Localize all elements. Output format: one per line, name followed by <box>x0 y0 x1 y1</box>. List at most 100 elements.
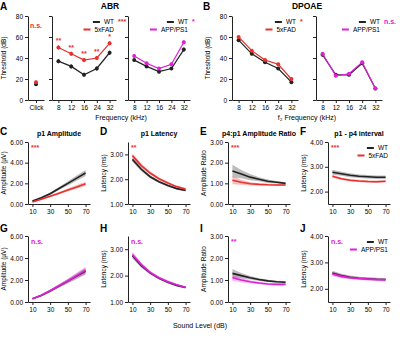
marker <box>69 52 73 56</box>
x-tick-label: 10 <box>329 306 337 313</box>
y-axis-title: Threshold (dB) <box>0 37 8 80</box>
marker <box>69 64 73 68</box>
y-tick-label: 3.00 <box>110 246 123 253</box>
error-band <box>232 176 285 186</box>
x-tick: 10 <box>329 302 337 313</box>
error-band <box>332 272 385 282</box>
y-tick <box>125 37 128 38</box>
y-tick-mark <box>225 236 228 237</box>
x-axis-line <box>29 204 91 205</box>
point-significance: ** <box>81 50 87 57</box>
panel-letter: F <box>300 126 306 137</box>
x-tick-label: 50 <box>165 208 173 215</box>
series <box>332 272 385 282</box>
y-tick-mark <box>325 289 328 290</box>
x-tick-label: 8 <box>133 104 137 111</box>
legend-label: 5xFAD <box>94 26 114 33</box>
x-axis: 812162432 <box>53 100 117 111</box>
x-tick: 24 <box>359 100 367 111</box>
x-tick: 32 <box>372 100 380 111</box>
x-tick-mark <box>186 302 187 305</box>
legend: WT5xFAD <box>83 18 114 33</box>
x-tick-mark <box>58 100 59 103</box>
series <box>56 41 111 62</box>
plot-area <box>132 153 185 191</box>
panel-letter: B <box>203 1 210 12</box>
y-tick-label: 2.00 <box>210 159 223 166</box>
marker <box>360 60 364 64</box>
y-tick: 0.00 <box>10 299 28 306</box>
x-tick: 8 <box>321 100 325 111</box>
x-tick-label: 32 <box>372 104 380 111</box>
error-band <box>232 275 285 286</box>
y-tick: 0.00 <box>10 201 28 208</box>
x-tick-label: 30 <box>47 208 55 215</box>
panel-letter: J <box>300 223 306 234</box>
x-axis-line <box>29 302 91 303</box>
x-tick-mark <box>239 100 240 103</box>
x-tick-label: 24 <box>168 104 176 111</box>
x-tick: 8 <box>133 100 137 111</box>
y-tick-mark <box>125 58 128 59</box>
marker <box>250 49 254 53</box>
y-axis: 020406080 <box>16 13 29 104</box>
chart-title: p1 - p4 interval <box>334 130 383 138</box>
panel-letter: D <box>100 126 107 137</box>
x-tick-label: 10 <box>29 306 37 313</box>
panel: 812162432ABRFrequency (kHz)************W… <box>49 1 147 122</box>
y-tick-label: 20 <box>220 76 228 83</box>
y-tick-mark <box>229 100 232 101</box>
x-tick-label: 32 <box>288 104 296 111</box>
y-tick-label: 80 <box>16 13 24 20</box>
plot-area <box>56 41 111 77</box>
y-tick: 20 <box>220 76 232 83</box>
y-tick-label: 2.00 <box>110 176 123 183</box>
x-tick: 32 <box>106 100 114 111</box>
x-tick-mark <box>250 302 251 305</box>
y-tick-label: 2.00 <box>310 188 323 195</box>
marker <box>237 35 241 39</box>
y-axis <box>313 17 317 101</box>
x-tick-mark <box>368 204 369 207</box>
x-tick: 16 <box>346 100 354 111</box>
panel: 103050700.002.004.006.00GAmplitude (µV)n… <box>0 223 91 313</box>
series <box>237 38 294 84</box>
y-tick-mark <box>49 100 52 101</box>
error-band <box>32 267 85 299</box>
y-tick-mark <box>325 167 328 168</box>
y-tick-label: 3.00 <box>310 163 323 170</box>
y-tick: 6.00 <box>10 233 28 240</box>
x-tick-label: 12 <box>143 104 151 111</box>
x-axis-line <box>129 204 191 205</box>
x-axis-line <box>229 204 291 205</box>
y-tick-mark <box>25 16 28 17</box>
y-axis: 020406080 <box>220 13 233 104</box>
y-tick-label: 20 <box>16 76 24 83</box>
marker <box>347 72 351 76</box>
marker <box>157 67 161 71</box>
y-tick <box>125 79 128 80</box>
x-tick: 70 <box>382 204 390 215</box>
series <box>132 153 185 190</box>
plot-area <box>32 170 85 203</box>
x-tick-mark <box>350 204 351 207</box>
x-tick: 24 <box>275 100 283 111</box>
marker <box>169 62 173 66</box>
y-tick-mark <box>125 179 128 180</box>
panel: 103050702.003.004.00JLatency (ms)n.s.WTA… <box>300 223 391 313</box>
series <box>132 253 185 288</box>
x-tick-label: 8 <box>57 104 61 111</box>
x-tick: 50 <box>365 204 373 215</box>
x-tick-mark <box>147 100 148 103</box>
y-tick: 80 <box>220 13 232 20</box>
significance: n.s. <box>30 22 42 29</box>
x-tick-label: 50 <box>65 306 73 313</box>
series-line <box>58 43 109 60</box>
y-tick-label: 2.00 <box>110 272 123 279</box>
y-tick-mark <box>25 79 28 80</box>
x-tick-mark <box>332 204 333 207</box>
x-tick: 24 <box>94 100 102 111</box>
x-tick-mark <box>50 302 51 305</box>
error-band <box>332 271 385 281</box>
x-tick-label: 12 <box>68 104 76 111</box>
